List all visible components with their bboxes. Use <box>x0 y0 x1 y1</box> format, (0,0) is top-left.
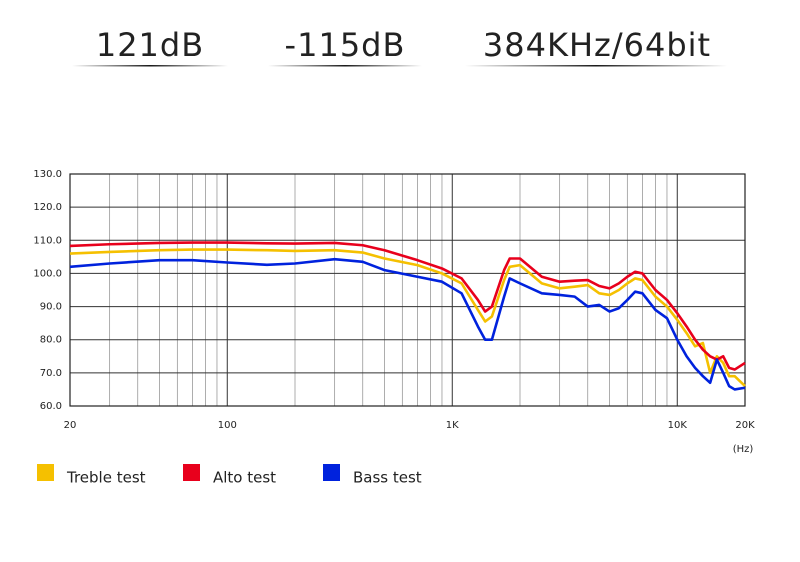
legend-swatch <box>183 464 200 481</box>
x-axis-label: (Hz) <box>733 444 754 455</box>
y-tick-label: 90.0 <box>40 302 62 313</box>
y-tick-label: 110.0 <box>33 235 62 246</box>
y-tick-label: 100.0 <box>33 268 62 279</box>
legend-swatch <box>37 464 54 481</box>
underline <box>268 65 422 67</box>
y-tick-label: 120.0 <box>33 202 62 213</box>
series-line <box>69 248 746 388</box>
x-tick-label: 20 <box>64 420 77 431</box>
x-tick-label: 1K <box>446 420 459 431</box>
series-line <box>69 257 746 391</box>
spec-text: 384KHz/64bit <box>483 26 711 64</box>
x-tick-label: 10K <box>668 420 688 431</box>
spec-text: -115dB <box>285 26 406 64</box>
plot-frame <box>69 173 746 407</box>
y-tick-label: 80.0 <box>40 335 62 346</box>
y-tick-label: 60.0 <box>40 401 62 412</box>
plot: 60.0 70.0 80.0 90.0 100.0 110.0 120.0 130.0 20 10… <box>33 169 755 431</box>
x-tick-label: 100 <box>218 420 237 431</box>
legend-label: Treble test <box>66 469 146 487</box>
legend-label: Alto test <box>213 469 276 487</box>
legend-swatch <box>323 464 340 481</box>
y-tick-label: 70.0 <box>40 368 62 379</box>
legend-label: Bass test <box>353 469 422 487</box>
underline <box>72 65 228 67</box>
underline <box>465 65 727 67</box>
spec-text: 121dB <box>96 26 204 64</box>
x-tick-label: 20K <box>735 420 755 431</box>
y-tick-label: 130.0 <box>33 169 62 180</box>
series-line <box>69 241 746 371</box>
